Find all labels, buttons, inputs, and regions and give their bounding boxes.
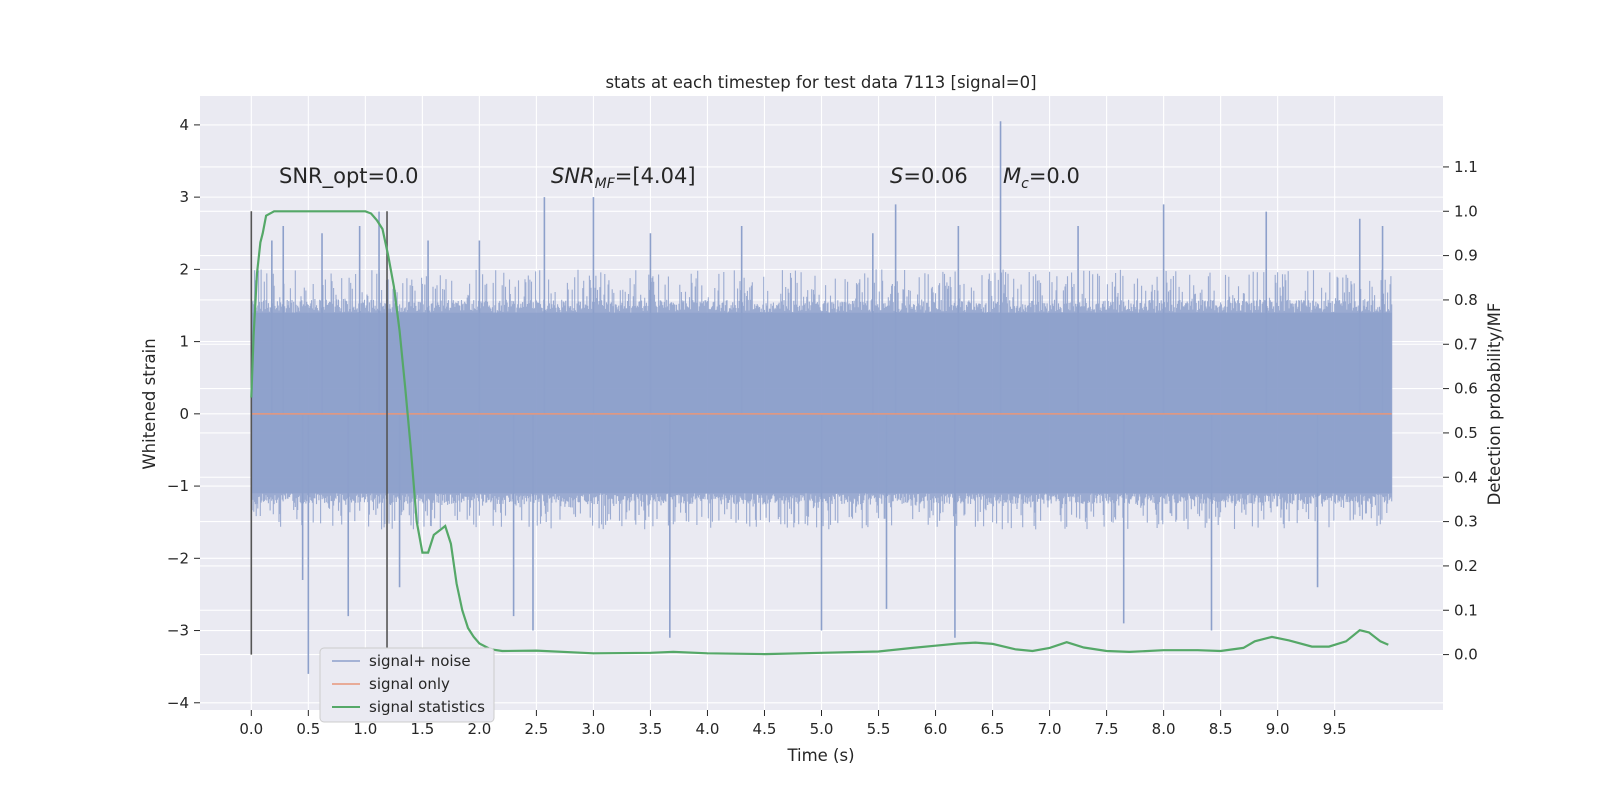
series-signal-statistics (250, 210, 1389, 656)
y2-tick-label-3: 0.8 (1454, 291, 1478, 309)
y-tick-label-6: −2 (167, 549, 189, 567)
y-tick-label-3: 1 (179, 333, 189, 351)
x-tick-label-14: 7.0 (1038, 720, 1062, 738)
vertical-markers (250, 211, 388, 655)
y2-axis-ticks: 1.1 1.0 0.9 0.8 0.7 0.6 0.5 0.4 0.3 0.2 0.1 0.0 (1443, 158, 1478, 664)
y-tick-label-0: 4 (179, 116, 189, 134)
y-tick-label-8: −4 (167, 694, 189, 712)
legend-label-signal-noise: signal+ noise (369, 652, 471, 670)
annotation-snr-mf: SNRMF=[4.04] (551, 164, 696, 192)
annotation-mc: Mc=0.0 (1003, 164, 1080, 192)
annotation-snr-mf-main: SNR (551, 164, 595, 188)
y-axis-label: Whitened strain (140, 338, 159, 469)
y2-tick-label-9: 0.2 (1454, 557, 1478, 575)
annotation-s: S=0.06 (890, 164, 968, 188)
x-tick-label-5: 2.5 (524, 720, 548, 738)
x-tick-label-1: 0.5 (296, 720, 320, 738)
x-tick-label-3: 1.5 (410, 720, 434, 738)
x-tick-label-10: 5.0 (810, 720, 834, 738)
y-tick-label-7: −3 (167, 622, 189, 640)
y2-axis-label: Detection probability/MF (1485, 303, 1504, 506)
x-tick-label-18: 9.0 (1266, 720, 1290, 738)
x-tick-label-9: 4.5 (753, 720, 777, 738)
x-tick-label-11: 5.5 (867, 720, 891, 738)
y2-tick-label-5: 0.6 (1454, 380, 1478, 398)
x-tick-label-13: 6.5 (981, 720, 1005, 738)
annotation-snr-mf-sub: MF (595, 176, 616, 192)
y2-tick-label-6: 0.5 (1454, 424, 1478, 442)
y2-tick-label-2: 0.9 (1454, 247, 1478, 265)
x-tick-label-16: 8.0 (1152, 720, 1176, 738)
legend: signal+ noise signal only signal statist… (319, 647, 495, 723)
legend-box (319, 647, 495, 723)
x-tick-label-17: 8.5 (1209, 720, 1233, 738)
y2-tick-label-4: 0.7 (1454, 335, 1478, 353)
y2-tick-label-1: 1.0 (1454, 202, 1478, 220)
annotation-s-main: S (890, 164, 903, 188)
legend-label-signal-statistics: signal statistics (369, 698, 485, 716)
chart-title: stats at each timestep for test data 711… (605, 73, 1036, 92)
x-tick-label-8: 4.0 (696, 720, 720, 738)
y-tick-label-2: 2 (179, 260, 189, 278)
annotation-snr-opt: SNR_opt=0.0 (279, 164, 419, 189)
x-tick-label-19: 9.5 (1323, 720, 1347, 738)
y-axis-ticks: 4 3 2 1 0 −1 −2 −3 −4 (167, 116, 200, 712)
y-tick-label-4: 0 (179, 405, 189, 423)
y2-tick-label-8: 0.3 (1454, 513, 1478, 531)
y-tick-label-5: −1 (167, 477, 189, 495)
x-tick-label-0: 0.0 (239, 720, 263, 738)
x-axis-label: Time (s) (786, 746, 854, 765)
x-tick-label-7: 3.5 (639, 720, 663, 738)
annotation-mc-sub: c (1021, 176, 1029, 192)
y2-tick-label-7: 0.4 (1454, 468, 1478, 486)
x-axis-ticks: 0.0 0.5 1.0 1.5 2.0 2.5 3.0 3.5 4.0 4.5 5.0 5.5 6.0 6… (239, 710, 1347, 738)
x-tick-label-12: 6.0 (924, 720, 948, 738)
y2-tick-label-0: 1.1 (1454, 158, 1478, 176)
annotation-mc-value: =0.0 (1029, 164, 1080, 188)
y2-tick-label-10: 0.1 (1454, 601, 1478, 619)
series-signal-noise (250, 121, 1393, 674)
annotation-s-value: =0.06 (903, 164, 967, 188)
y-tick-label-1: 3 (179, 188, 189, 206)
x-tick-label-4: 2.0 (467, 720, 491, 738)
x-tick-label-2: 1.0 (353, 720, 377, 738)
x-tick-label-6: 3.0 (581, 720, 605, 738)
x-tick-label-15: 7.5 (1095, 720, 1119, 738)
y2-tick-label-11: 0.0 (1454, 646, 1478, 664)
legend-label-signal-only: signal only (369, 675, 450, 693)
annotation-mc-main: M (1003, 164, 1021, 188)
annotation-snr-mf-value: =[4.04] (615, 164, 696, 188)
